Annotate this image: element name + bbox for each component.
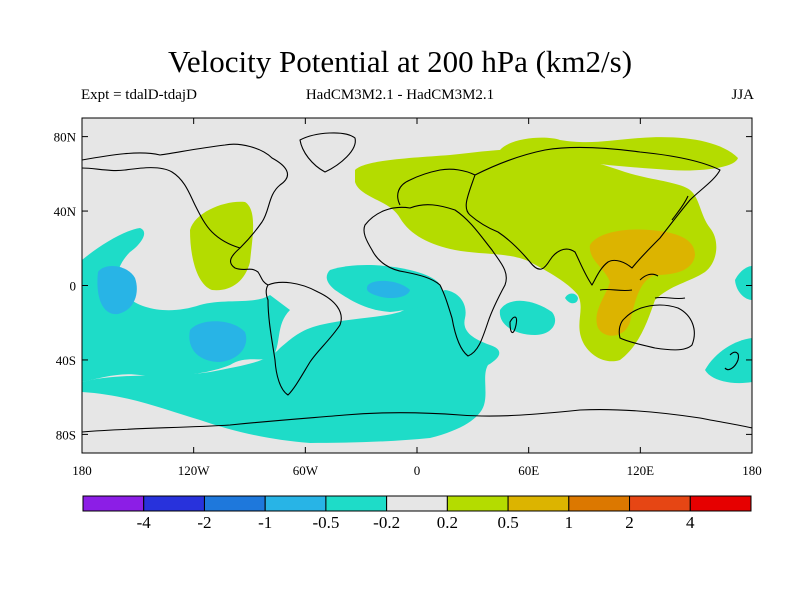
lat-tick-label: 40N — [54, 204, 77, 219]
colorbar-label: 0.2 — [437, 513, 458, 532]
colorbar-label: -0.2 — [373, 513, 400, 532]
lon-tick-label: 60E — [518, 463, 539, 478]
negative-core-atlantic — [366, 280, 410, 298]
colorbar-label: -0.5 — [312, 513, 339, 532]
coastline-south-america — [265, 281, 342, 396]
map-axes: 80N 40N 0 40S 80S 180 120W 60W 0 60E 120E 180 — [54, 118, 762, 478]
lat-tick-label: 40S — [56, 353, 76, 368]
coastline-africa-europe — [363, 168, 507, 357]
colorbar-swatch — [143, 495, 205, 512]
coastline-greenland — [299, 132, 356, 173]
colorbar-swatch — [568, 495, 631, 512]
colorbar-label: -4 — [137, 513, 152, 532]
coastline-asia — [465, 146, 721, 286]
positive-region-arctic — [500, 137, 738, 171]
negative-region-southwest-pacific — [705, 338, 752, 384]
colorbar-swatch — [386, 495, 448, 512]
lon-tick-label: 120W — [178, 463, 211, 478]
colorbar-swatch — [689, 495, 752, 512]
colorbar-label: 4 — [686, 513, 695, 532]
colorbar-label: -1 — [258, 513, 272, 532]
colorbar-label: 1 — [565, 513, 574, 532]
negative-patch-indian-ocean — [565, 293, 578, 304]
lon-tick-label: 120E — [627, 463, 655, 478]
contour-fields — [82, 137, 752, 443]
negative-core-central-pacific — [97, 266, 137, 315]
colorbar-swatch — [82, 495, 145, 512]
negative-region-south-indian — [499, 300, 556, 335]
coastline-indonesia — [599, 273, 686, 300]
lon-tick-label: 0 — [414, 463, 421, 478]
coastline-antarctica — [82, 408, 752, 433]
colorbar-swatch — [446, 495, 509, 512]
negative-core-south-pacific — [189, 321, 247, 362]
colorbar-swatch — [264, 495, 327, 512]
colorbar-label: 0.5 — [497, 513, 518, 532]
lon-tick-label: 60W — [293, 463, 319, 478]
coastline-madagascar — [509, 316, 518, 334]
lat-tick-label: 80S — [56, 427, 76, 442]
lon-tick-label: 180 — [742, 463, 762, 478]
season-label: JJA — [731, 87, 754, 103]
coastlines — [82, 132, 752, 433]
experiment-label: Expt = tdalD-tdajD — [81, 87, 197, 103]
colorbar-label: -2 — [197, 513, 211, 532]
lat-tick-label: 80N — [54, 130, 77, 145]
negative-region-east-pacific — [735, 266, 752, 300]
lat-tick-label: 0 — [70, 279, 77, 294]
colorbar-swatch — [507, 495, 570, 512]
colorbar-label: 2 — [625, 513, 634, 532]
coastline-new-zealand — [724, 351, 739, 371]
maximum-region-maritime-continent — [589, 229, 695, 336]
coastline-australia — [618, 304, 695, 351]
coastline-north-america — [82, 143, 289, 286]
colorbar-swatch — [629, 495, 691, 512]
colorbar: -4 -2 -1 -0.5 -0.2 0.2 0.5 1 2 4 — [82, 495, 752, 532]
colorbar-swatch — [203, 495, 266, 512]
colorbar-swatch — [325, 495, 388, 512]
coastline-japan — [671, 195, 689, 221]
negative-region-southern-ocean — [82, 290, 500, 443]
model-label: HadCM3M2.1 - HadCM3M2.1 — [305, 87, 495, 103]
map-title: Velocity Potential at 200 hPa (km2/s) — [167, 44, 633, 79]
lon-tick-label: 180 — [72, 463, 92, 478]
